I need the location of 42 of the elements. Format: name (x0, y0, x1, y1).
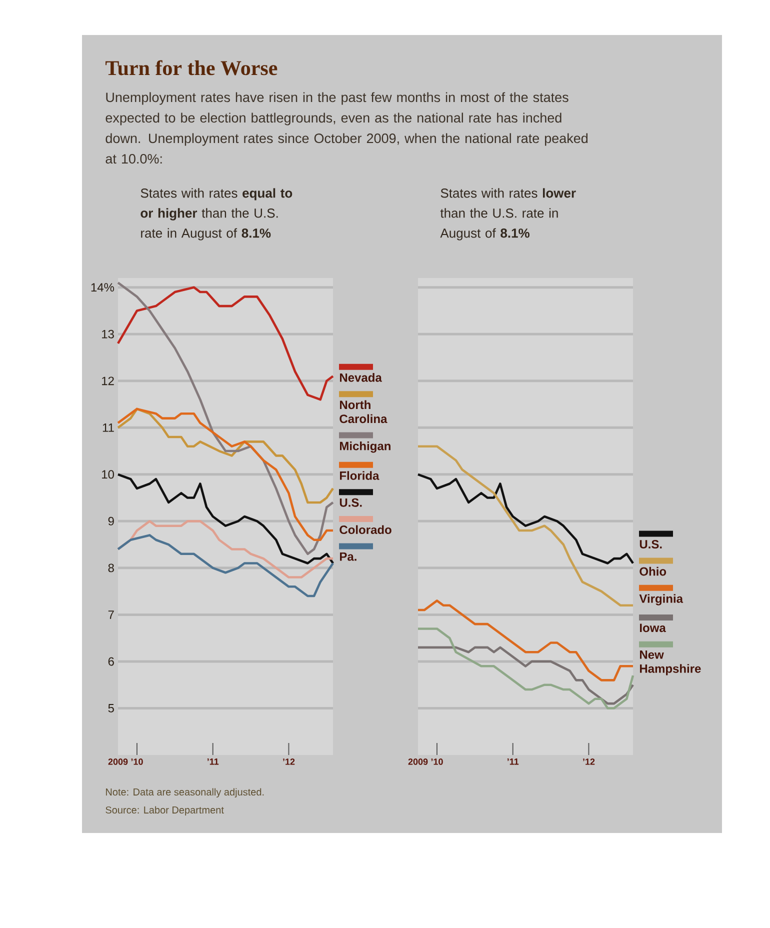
y-tick-label: 9 (108, 516, 114, 526)
x-tick-label: 2009 (108, 758, 128, 765)
text: States with rates equal to or higher than the U.S. rate in August of 8.1% (140, 188, 292, 240)
legend-label: Michigan (340, 441, 390, 453)
x-tick-label: ’10 (431, 758, 443, 765)
y-tick-label: 8 (108, 564, 114, 572)
legend-label: Florida (340, 471, 380, 480)
legend-label: Ohio (640, 566, 666, 576)
legend-label: Colorado (340, 525, 392, 534)
y-tick-label: 5 (108, 704, 114, 712)
y-tick-label: 11 (102, 424, 114, 432)
text: Note: Data are seasonally adjusted. (106, 788, 264, 798)
line-series (116, 408, 334, 504)
chart-subtitle: States with rates lower than the U.S. rate in August of 8.1% (440, 188, 576, 240)
x-tick-label: ’11 (507, 758, 519, 765)
x-tick-label: ’12 (283, 758, 295, 765)
source-note: Source: Labor Department (106, 806, 224, 816)
legend-label: New Hampshire (640, 650, 701, 676)
y-tick-label: 10 (102, 470, 114, 479)
line-series (116, 473, 334, 564)
legend-label: North Carolina (340, 400, 388, 424)
legend-label: Virginia (639, 594, 684, 606)
x-tick-label: ’10 (131, 758, 143, 765)
line-series (116, 408, 334, 542)
legend-label: U.S. (640, 540, 662, 548)
legend-label: Nevada (340, 373, 382, 382)
chart-title: Turn for the Worse (106, 60, 278, 76)
y-tick-label: 14% (91, 283, 114, 292)
x-tick-label: ’11 (207, 758, 219, 765)
y-tick-label: 7 (108, 610, 114, 619)
text: Unemployment rates have risen in the past few months in most of the states expected to be election battlegrounds, even as the national rate has inched down. Unemployment rates since October 2009, when the national rate peaked at 10.0%: (106, 92, 588, 164)
y-tick-label: 13 (102, 330, 114, 338)
line-series (116, 534, 334, 598)
x-tick-label: ’12 (583, 758, 595, 765)
line-series (116, 282, 334, 556)
y-tick-label: 6 (108, 657, 114, 666)
legend-label: Iowa (640, 624, 666, 632)
x-tick-label: 2009 (408, 758, 428, 765)
legend-label: Pa. (340, 552, 356, 561)
legend-label: U.S. (340, 498, 362, 507)
line-series (116, 286, 334, 401)
y-tick-label: 12 (102, 376, 114, 386)
